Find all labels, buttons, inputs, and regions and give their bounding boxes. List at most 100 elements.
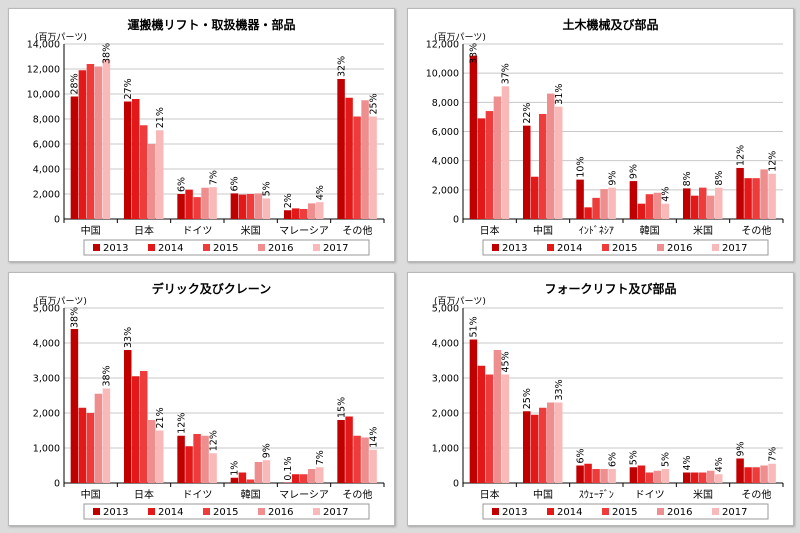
y-tick-label: 2,000 xyxy=(432,409,459,420)
legend-label: 2016 xyxy=(268,507,293,518)
bar xyxy=(760,169,768,219)
bar xyxy=(699,187,707,219)
legend-label: 2013 xyxy=(502,243,527,254)
legend: 2013 2014 2015 2016 2017 xyxy=(482,503,769,520)
x-tick-label: 韓国 xyxy=(241,489,261,501)
data-label: 25% xyxy=(522,388,533,409)
bar xyxy=(124,101,132,219)
bar xyxy=(148,420,156,483)
data-label: 7% xyxy=(208,170,219,185)
legend-swatch xyxy=(258,244,265,251)
bar xyxy=(469,339,478,483)
bar xyxy=(369,449,377,483)
legend-label: 2015 xyxy=(612,507,637,518)
y-tick-label: 0 xyxy=(54,215,60,226)
y-tick-label: 2,000 xyxy=(432,185,459,196)
data-label: 45% xyxy=(501,351,512,372)
bar xyxy=(246,194,255,219)
bar xyxy=(539,407,547,483)
y-tick-label: 8,000 xyxy=(432,98,459,109)
bar xyxy=(132,376,140,483)
data-label: 10% xyxy=(575,157,586,178)
data-label: 7% xyxy=(767,447,778,462)
bar xyxy=(209,453,217,483)
bar xyxy=(555,402,563,483)
bar xyxy=(608,187,616,219)
bar xyxy=(230,477,239,483)
bar xyxy=(501,374,510,483)
y-tick-label: 0 xyxy=(453,479,459,490)
chart-civil-engineering: 土木機械及び部品 (百万パーツ) 0 2,000 4,000 6,000 8,000 10,0… xyxy=(426,17,784,256)
x-tick-label: 米国 xyxy=(241,224,261,237)
data-label: 15% xyxy=(336,397,347,418)
bar xyxy=(661,203,670,219)
bar xyxy=(523,411,531,483)
legend-box xyxy=(482,503,769,520)
bar xyxy=(86,64,95,219)
legend-label: 2013 xyxy=(103,243,128,254)
bar xyxy=(752,178,760,219)
x-tick-label: その他 xyxy=(342,488,372,501)
x-tick-label: ｲﾝﾄﾞﾈｼｱ xyxy=(579,225,614,237)
data-label: 0.1% xyxy=(283,457,294,481)
bar xyxy=(70,96,79,219)
data-label: 5% xyxy=(629,450,640,465)
legend-swatch xyxy=(313,244,320,251)
x-tick-label: その他 xyxy=(741,488,771,501)
data-label: 6% xyxy=(230,176,241,191)
data-label: 31% xyxy=(554,84,565,105)
bar xyxy=(78,407,87,483)
data-label: 12% xyxy=(208,430,219,451)
bar xyxy=(645,472,654,483)
y-tick-label: 12,000 xyxy=(27,65,60,76)
bar xyxy=(683,472,691,483)
bar xyxy=(78,70,87,219)
y-tick-label: 14,000 xyxy=(27,40,60,51)
y-tick-label: 10,000 xyxy=(27,90,60,101)
legend-label: 2015 xyxy=(213,507,238,518)
bar xyxy=(254,193,263,219)
bar xyxy=(201,187,209,219)
bar xyxy=(768,463,776,483)
legend-swatch xyxy=(258,508,265,515)
legend-swatch xyxy=(93,244,100,251)
bar xyxy=(576,465,584,483)
bar xyxy=(177,435,185,483)
x-tick-label: 日本 xyxy=(480,488,500,501)
y-tick-label: 2,000 xyxy=(33,409,60,420)
bar xyxy=(156,430,164,483)
bar xyxy=(699,472,707,483)
bar xyxy=(501,86,510,220)
bar xyxy=(185,446,193,483)
y-tick-label: 4,000 xyxy=(33,165,60,176)
legend-label: 2014 xyxy=(158,243,183,254)
legend-label: 2017 xyxy=(323,507,348,518)
chart-material-handling: 運搬機リフト・取扱機器・部品 (百万パーツ) 0 2,000 4,000 6,000 8,0… xyxy=(27,17,385,256)
legend-label: 2013 xyxy=(103,507,128,518)
data-label: 6% xyxy=(607,452,618,467)
y-tick-label: 10,000 xyxy=(426,69,459,80)
x-tick-label: ドイツ xyxy=(182,226,212,237)
data-label: 9% xyxy=(629,164,640,179)
bar xyxy=(752,467,760,483)
data-label: 4% xyxy=(682,455,693,470)
data-label: 33% xyxy=(123,327,134,348)
data-label: 51% xyxy=(469,316,480,337)
y-tick-label: 2,000 xyxy=(33,190,60,201)
y-tick-label: 3,000 xyxy=(432,374,459,385)
y-tick-label: 3,000 xyxy=(33,374,60,385)
bar xyxy=(230,193,239,219)
bar xyxy=(345,97,353,219)
data-label: 2% xyxy=(283,193,294,208)
bar xyxy=(308,469,316,483)
x-tick-label: 米国 xyxy=(693,224,713,237)
legend-label: 2014 xyxy=(158,507,183,518)
x-tick-label: 米国 xyxy=(693,488,713,501)
legend-swatch xyxy=(657,508,664,515)
data-label: 9% xyxy=(262,443,273,458)
bar xyxy=(316,467,324,483)
chart-derricks-cranes: デリック及びクレーン (百万パーツ) 0 1,000 2,000 3,000 4,000 5,… xyxy=(33,281,385,520)
data-label: 38% xyxy=(70,307,81,328)
legend-label: 2014 xyxy=(557,507,582,518)
bar xyxy=(140,371,148,483)
